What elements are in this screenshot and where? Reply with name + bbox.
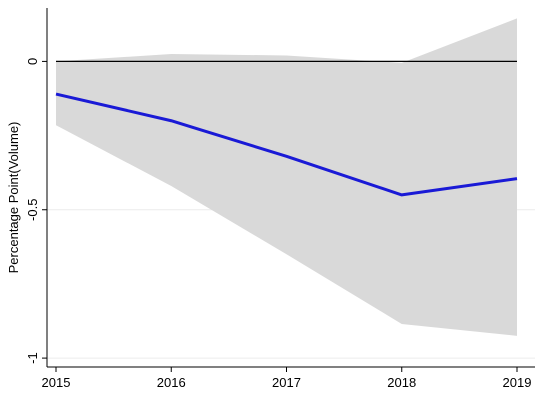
y-tick-label: -0.5 — [25, 199, 40, 221]
x-tick-layer: 2015 2016 2017 2018 2019 — [42, 367, 532, 390]
x-tick-label: 2019 — [503, 375, 532, 390]
x-tick-label: 2018 — [387, 375, 416, 390]
y-tick-label: 0 — [25, 58, 40, 65]
y-tick-layer: 0 -0.5 -1 — [25, 58, 47, 364]
x-tick-label: 2015 — [42, 375, 71, 390]
x-tick-label: 2016 — [157, 375, 186, 390]
y-tick-label: -1 — [25, 352, 40, 364]
confidence-band — [56, 18, 517, 336]
series-line — [55, 92, 518, 197]
x-tick-label: 2017 — [272, 375, 301, 390]
axes-layer — [46, 8, 535, 368]
y-axis-title: Percentage Point(Volume) — [6, 122, 21, 274]
